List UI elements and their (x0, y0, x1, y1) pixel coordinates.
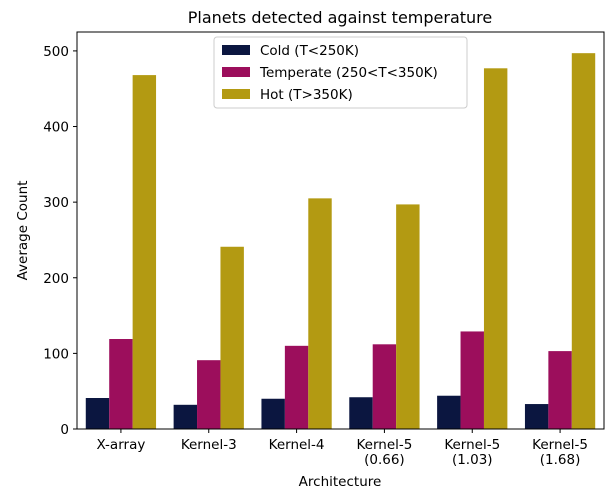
bar-series-2-cat-5 (571, 53, 596, 430)
legend-swatch-0 (222, 45, 250, 55)
x-tick-label-4: Kernel-5 (1.03) (444, 437, 500, 468)
y-tick-label-3: 300 (43, 195, 69, 211)
bar-series-1-cat-5 (548, 351, 572, 429)
x-tick-label-2: Kernel-4 (269, 437, 325, 453)
x-tick-label-1: Kernel-3 (181, 437, 237, 453)
bar-series-1-cat-1 (197, 360, 221, 429)
y-axis-label: Average Count (15, 181, 31, 281)
bar-series-1-cat-0 (109, 339, 133, 429)
legend-swatch-2 (222, 89, 250, 99)
bars-group (85, 53, 596, 430)
bar-series-2-cat-4 (483, 68, 508, 430)
bar-series-0-cat-2 (261, 398, 285, 429)
bar-series-2-cat-0 (132, 75, 157, 429)
bar-series-1-cat-4 (460, 331, 484, 429)
bar-series-0-cat-0 (85, 398, 110, 429)
y-tick-label-1: 100 (43, 346, 69, 362)
plot-frame (76, 31, 605, 430)
legend-label-1: Temperate (250<T<350K) (259, 65, 438, 81)
legend: Cold (T<250K) Temperate (250<T<350K) Hot (… (213, 36, 468, 109)
bar-series-2-cat-2 (308, 198, 332, 429)
legend-box (213, 36, 468, 109)
bar-series-2-cat-3 (396, 204, 420, 429)
bar-series-2-cat-1 (220, 246, 244, 429)
legend-swatch-1 (222, 67, 250, 77)
y-axis: 0 100 200 300 400 500 (43, 44, 77, 438)
y-tick-label-2: 200 (43, 271, 69, 287)
x-tick-label-3: Kernel-5 (0.66) (356, 437, 412, 468)
x-tick-label-0: X-array (96, 437, 145, 453)
x-tick-label-5: Kernel-5 (1.68) (532, 437, 588, 468)
x-axis-label: Architecture (299, 474, 382, 490)
bar-series-1-cat-3 (372, 344, 397, 429)
chart-title: Planets detected against temperature (188, 8, 492, 27)
bar-series-0-cat-3 (349, 397, 373, 429)
y-tick-label-0: 0 (60, 422, 69, 438)
y-tick-label-4: 400 (43, 120, 69, 136)
legend-label-0: Cold (T<250K) (260, 43, 359, 59)
y-tick-label-5: 500 (43, 44, 69, 60)
legend-label-2: Hot (T>350K) (260, 87, 353, 103)
bar-series-0-cat-4 (437, 395, 461, 429)
bar-series-0-cat-1 (173, 404, 198, 429)
bar-series-1-cat-2 (284, 345, 309, 429)
x-axis: X-array Kernel-3 Kernel-4 Kernel-5 (0.66) Ker… (96, 429, 588, 468)
bar-series-0-cat-5 (524, 404, 549, 429)
